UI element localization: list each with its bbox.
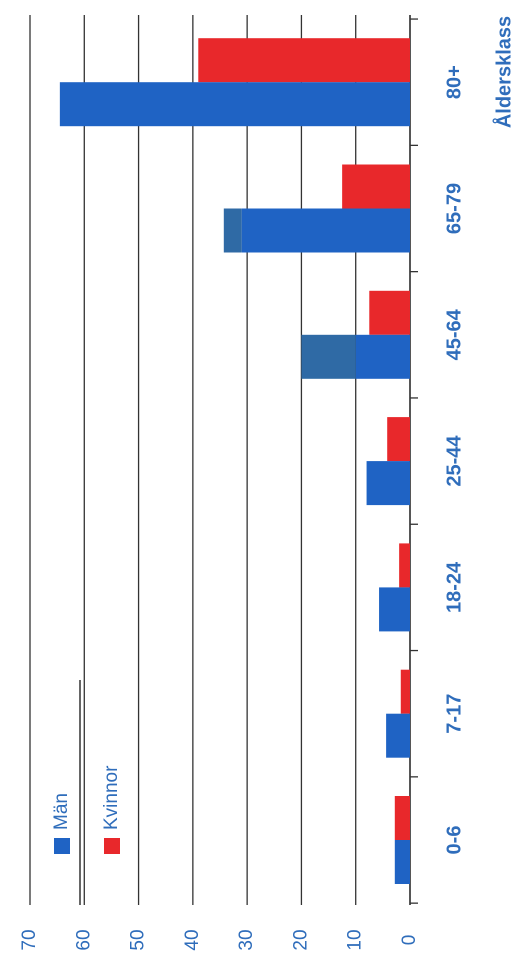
tick-label: 30 — [236, 929, 257, 950]
bar — [387, 417, 410, 462]
bar — [59, 82, 410, 127]
category-label: 0-6 — [443, 826, 465, 855]
bar — [366, 461, 410, 506]
bar — [400, 669, 410, 714]
bar — [241, 208, 410, 253]
category-label: 25-44 — [443, 435, 465, 487]
bar — [369, 290, 410, 335]
category-label: 7-17 — [443, 694, 465, 734]
category-label: 80+ — [443, 65, 465, 99]
legend-label: Kvinnor — [101, 765, 122, 830]
axis-title: Åldersklass — [491, 16, 513, 128]
tick-label: 0 — [399, 935, 420, 946]
bar — [379, 587, 410, 632]
bar — [301, 334, 356, 379]
category-label: 18-24 — [443, 561, 465, 613]
tick-label: 40 — [182, 929, 203, 950]
tick-label: 50 — [128, 929, 149, 950]
bar — [394, 796, 410, 840]
legend-swatch — [104, 838, 120, 854]
tick-label: 10 — [345, 929, 366, 950]
bar — [394, 840, 410, 884]
tick-label: 20 — [290, 929, 311, 950]
legend-swatch — [54, 838, 70, 854]
bar — [355, 334, 410, 379]
bar — [198, 38, 410, 83]
category-label: 65-79 — [443, 183, 465, 234]
tick-label: 60 — [73, 929, 94, 950]
tick-label: 70 — [19, 929, 40, 950]
category-label: 45-64 — [443, 308, 465, 360]
legend-label: Män — [51, 793, 72, 830]
bar — [342, 164, 410, 209]
bar — [386, 713, 410, 758]
bar — [223, 208, 242, 253]
bar — [399, 543, 410, 588]
